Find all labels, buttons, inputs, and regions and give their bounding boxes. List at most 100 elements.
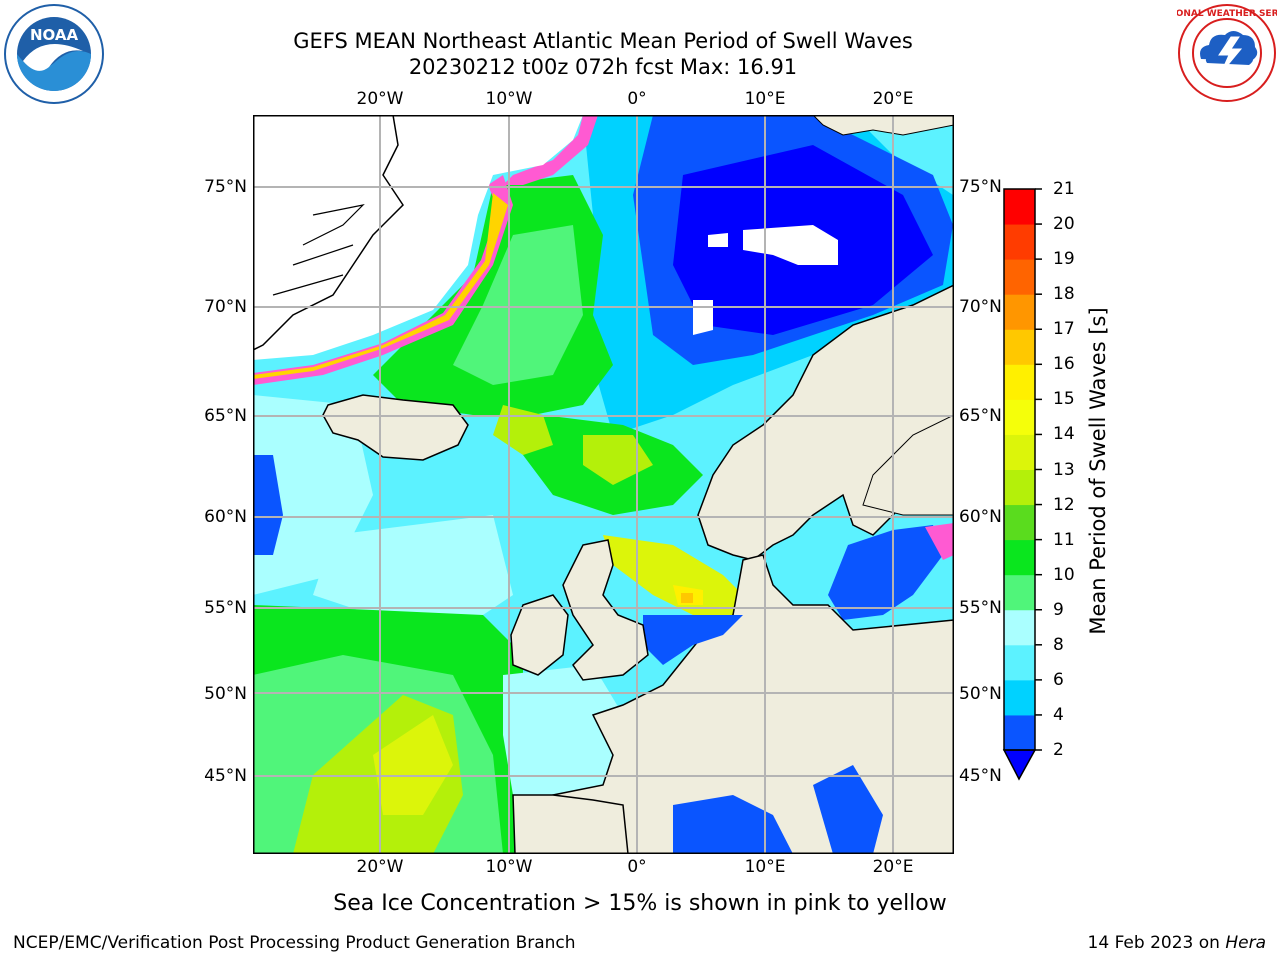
colorbar-segment xyxy=(1004,259,1035,295)
colorbar-tick-label: 8 xyxy=(1053,634,1064,655)
colorbar-tick-label: 14 xyxy=(1053,424,1075,445)
map-grid xyxy=(253,115,954,854)
coastline xyxy=(272,204,365,296)
field-region xyxy=(453,225,583,385)
lat-tick-left: 45°N xyxy=(204,766,247,786)
colorbar-segment xyxy=(1004,679,1035,716)
lon-tick-top: 20°W xyxy=(356,89,404,109)
colorbar-tick-label: 21 xyxy=(1053,179,1075,199)
lat-tick-right: 55°N xyxy=(959,598,1002,618)
field-region xyxy=(503,665,623,805)
lat-tick-right: 75°N xyxy=(959,177,1002,197)
colorbar-tick-label: 9 xyxy=(1053,599,1064,620)
swell-period-map xyxy=(253,115,954,854)
land-region xyxy=(862,414,954,516)
colorbar-segment xyxy=(1004,434,1035,470)
colorbar-tick-label: 2 xyxy=(1053,740,1064,760)
colorbar-tick-label: 11 xyxy=(1053,529,1075,550)
field-region xyxy=(813,765,883,854)
colorbar-segment xyxy=(1004,714,1035,751)
colorbar-tick-label: 17 xyxy=(1053,319,1075,340)
field-region xyxy=(828,525,943,620)
footer-credit: NCEP/EMC/Verification Post Processing Pr… xyxy=(13,933,576,953)
land-region xyxy=(812,115,954,136)
colorbar-tick-label: 20 xyxy=(1053,214,1075,235)
colorbar-tick-label: 18 xyxy=(1053,284,1075,305)
field-region xyxy=(693,300,713,335)
lon-tick-bottom: 20°E xyxy=(872,857,914,877)
colorbar-segment xyxy=(1004,644,1035,681)
colorbar-segment xyxy=(1004,574,1035,611)
colorbar-tick-label: 15 xyxy=(1053,389,1075,410)
coastline xyxy=(253,115,404,351)
field-region xyxy=(673,795,793,854)
lat-tick-left: 65°N xyxy=(204,406,247,426)
lat-tick-left: 75°N xyxy=(204,177,247,197)
colorbar-tick-label: 16 xyxy=(1053,354,1075,375)
lat-tick-right: 50°N xyxy=(959,684,1002,704)
ireland xyxy=(510,594,569,676)
colorbar-label: Mean Period of Swell Waves [s] xyxy=(1086,307,1110,635)
footer-machine: Hera xyxy=(1225,933,1266,953)
colorbar xyxy=(1002,188,1042,781)
lon-tick-bottom: 10°W xyxy=(485,857,533,877)
lat-tick-left: 55°N xyxy=(204,598,247,618)
colorbar-extend-arrow xyxy=(1002,749,1037,781)
field-region xyxy=(373,715,453,815)
colorbar-segment xyxy=(1004,609,1035,646)
iberia xyxy=(512,794,629,854)
field-region xyxy=(313,515,513,635)
colorbar-tick-label: 19 xyxy=(1053,249,1075,270)
lat-tick-left: 70°N xyxy=(204,297,247,317)
field-region xyxy=(708,233,728,247)
iceland xyxy=(322,394,469,461)
field-region xyxy=(583,435,653,485)
colorbar-segment xyxy=(1004,469,1035,506)
field-region xyxy=(681,593,693,603)
lon-tick-top: 20°E xyxy=(872,89,914,109)
colorbar-tick-label: 10 xyxy=(1053,564,1075,585)
map-frame xyxy=(253,115,954,854)
colorbar-segment xyxy=(1004,539,1035,576)
noaa-logo-text: NOAA xyxy=(30,26,79,44)
lat-tick-right: 65°N xyxy=(959,406,1002,426)
colorbar-segment xyxy=(1004,294,1035,330)
lat-tick-left: 60°N xyxy=(204,507,247,527)
field-region xyxy=(743,225,838,265)
noaa-logo: NOAA xyxy=(4,4,104,104)
footer-date-text: 14 Feb 2023 on xyxy=(1087,933,1226,953)
colorbar-segment xyxy=(1004,364,1035,400)
colorbar-tick-label: 6 xyxy=(1053,669,1064,690)
lat-tick-right: 45°N xyxy=(959,766,1002,786)
field-region xyxy=(643,615,743,665)
colorbar-segment xyxy=(1004,224,1035,260)
lon-tick-bottom: 20°W xyxy=(356,857,404,877)
sea-ice-edge xyxy=(925,523,954,560)
colorbar-segment xyxy=(1004,504,1035,541)
colorbar-tick-label: 12 xyxy=(1053,494,1075,515)
lon-tick-bottom: 0° xyxy=(627,857,647,877)
colorbar-tick-label: 4 xyxy=(1053,704,1064,725)
sea-ice-note: Sea Ice Concentration > 15% is shown in … xyxy=(333,891,947,916)
lat-tick-right: 70°N xyxy=(959,297,1002,317)
lon-tick-top: 0° xyxy=(627,89,647,109)
chart-subtitle: 20230212 t00z 072h fcst Max: 16.91 xyxy=(408,55,798,79)
sea-ice-edge xyxy=(503,115,598,185)
nws-logo: NATIONAL WEATHER SERVICE xyxy=(1177,4,1277,102)
colorbar-segment xyxy=(1004,399,1035,435)
footer-date: 14 Feb 2023 on Hera xyxy=(1088,933,1266,953)
lat-tick-left: 50°N xyxy=(204,684,247,704)
lat-tick-right: 60°N xyxy=(959,507,1002,527)
colorbar-tick-label: 13 xyxy=(1053,459,1075,480)
field-region xyxy=(253,455,283,555)
lon-tick-bottom: 10°E xyxy=(744,857,786,877)
colorbar-segment xyxy=(1004,189,1035,225)
svg-text:NATIONAL WEATHER SERVICE: NATIONAL WEATHER SERVICE xyxy=(1177,9,1277,19)
great-britain xyxy=(562,539,649,681)
greenland-ice xyxy=(253,115,583,360)
sea-ice-edge xyxy=(253,175,513,385)
lon-tick-top: 10°E xyxy=(744,89,786,109)
lon-tick-top: 10°W xyxy=(485,89,533,109)
field-region xyxy=(603,535,753,615)
chart-title: GEFS MEAN Northeast Atlantic Mean Period… xyxy=(293,29,913,53)
